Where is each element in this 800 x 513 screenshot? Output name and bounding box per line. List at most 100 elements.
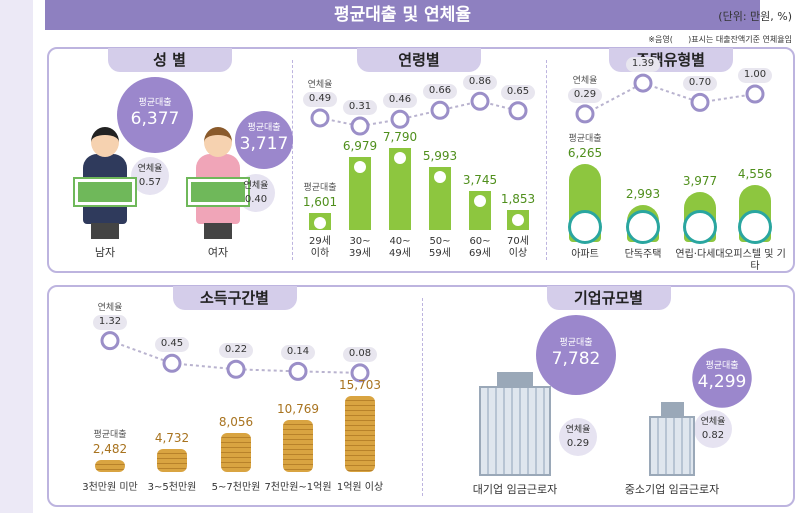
- house-icon: [626, 210, 660, 244]
- category-label: 아파트: [571, 249, 599, 260]
- loan-bubble: [536, 315, 616, 395]
- legs: [204, 223, 232, 239]
- loan-bar: [221, 433, 251, 472]
- building-top: [660, 402, 684, 416]
- category-label: 1억원 이상: [336, 482, 384, 493]
- loan-series-name: 평균대출: [559, 338, 593, 348]
- loan-label: 3,977: [682, 174, 718, 189]
- unit: (단위: 만원, %): [718, 10, 792, 23]
- loan-label: 8,056: [218, 415, 254, 429]
- loan-label: 1,601: [302, 195, 338, 210]
- person-icon: [434, 170, 446, 183]
- section-title: 소득구간별: [199, 289, 269, 307]
- rate-pill: [626, 57, 660, 73]
- rate-pill: [463, 75, 497, 91]
- category-label: 단독주택: [624, 249, 662, 260]
- loan-label: 5,993: [422, 148, 458, 163]
- money: [73, 177, 137, 207]
- rate-pill: [683, 76, 717, 92]
- loan-label: 4,732: [154, 431, 190, 446]
- loan-series-name: 평균대출: [705, 361, 739, 371]
- loan-label: 6,979: [342, 138, 378, 153]
- loan-bar: [389, 148, 411, 230]
- rate-dot: [390, 109, 410, 129]
- person-icon: [354, 160, 366, 173]
- rate-label: 0.45: [160, 338, 184, 350]
- category-label: 60~ 69세: [469, 236, 491, 259]
- rate-dot: [745, 84, 765, 104]
- rate-dot: [350, 116, 370, 136]
- rate-pill: [423, 84, 457, 100]
- rate-series-name: 연체율: [572, 75, 598, 86]
- rate-series-name: 연체율: [97, 302, 123, 313]
- loan-series-name: 평균대출: [93, 429, 127, 440]
- category-label: 중소기업 임금근로자: [624, 483, 720, 496]
- loan-series-name: 평균대출: [303, 183, 337, 194]
- rate-label: 0.46: [388, 94, 412, 106]
- rate-dot: [575, 104, 595, 124]
- person-icon: [314, 217, 326, 230]
- loan-bar: [95, 459, 125, 472]
- building-top: [497, 372, 533, 386]
- rate-label: 1.00: [743, 69, 767, 80]
- rate-label: 1.32: [98, 315, 122, 327]
- header-bar: [45, 0, 760, 30]
- category-label: 70세 이상: [507, 236, 529, 259]
- section-tab: [357, 48, 481, 72]
- rate-series-name: 연체율: [307, 79, 333, 90]
- rate-label: 0.82: [701, 430, 725, 441]
- rate-label: 0.31: [348, 101, 372, 113]
- section-tab: [107, 48, 232, 72]
- loan-label: 2,993: [625, 186, 661, 201]
- rate-dot: [350, 363, 370, 383]
- loan-bubble: [234, 110, 294, 170]
- rate-bubble: [694, 410, 732, 448]
- loan-series-name: 평균대출: [247, 123, 281, 133]
- loan-label: 3,745: [462, 172, 498, 187]
- category-label: 50~ 59세: [429, 236, 451, 259]
- loan-bubble: [692, 348, 752, 408]
- rate-series-name: 연체율: [137, 164, 163, 174]
- rate-label: 0.66: [428, 85, 452, 97]
- house-icon: [568, 210, 602, 244]
- loan-label: 6,265: [567, 146, 603, 160]
- rate-pill: [383, 93, 417, 109]
- loan-label: 2,482: [92, 441, 128, 456]
- note: ※음영( )표시는 대출잔액기준 연체율임: [648, 35, 792, 44]
- section-title: 연령별: [398, 51, 440, 69]
- rate-label: 0.14: [286, 346, 310, 358]
- category-label: 3~5천만원: [147, 482, 197, 493]
- rate-dot: [690, 92, 710, 112]
- category-label: 연립·다세대: [675, 249, 725, 260]
- house-icon: [683, 210, 717, 244]
- rate-dot: [288, 361, 308, 381]
- person-icon: [512, 214, 524, 227]
- loan-bar: [283, 419, 313, 472]
- loan-label: 6,377: [130, 109, 180, 129]
- loan-bar: [349, 156, 371, 230]
- rate-dot: [470, 91, 490, 111]
- rate-series-name: 연체율: [565, 425, 591, 435]
- rate-pill: [738, 68, 772, 83]
- rate-label: 0.08: [348, 347, 372, 359]
- loan-bar: [345, 396, 375, 472]
- rate-pill: [568, 87, 602, 103]
- category-label: 5~7천만원: [211, 482, 261, 493]
- money: [186, 177, 250, 207]
- loan-label: 7,790: [382, 130, 418, 144]
- rate-pill: [219, 343, 253, 359]
- building: [649, 416, 695, 476]
- loan-bar: [429, 166, 451, 230]
- rate-pill: [303, 91, 337, 107]
- category-label: 남자: [94, 246, 116, 259]
- loan-label: 15,703: [339, 378, 381, 392]
- person-icon: [394, 152, 406, 164]
- section-tab: [546, 286, 671, 310]
- rate-line: [584, 81, 756, 115]
- divider: [546, 60, 547, 260]
- person-head: [204, 127, 232, 157]
- rate-dot: [633, 73, 653, 93]
- section-title: 성 별: [153, 51, 186, 69]
- rate-label: 0.65: [506, 85, 530, 97]
- category-label: 40~ 49세: [389, 236, 411, 259]
